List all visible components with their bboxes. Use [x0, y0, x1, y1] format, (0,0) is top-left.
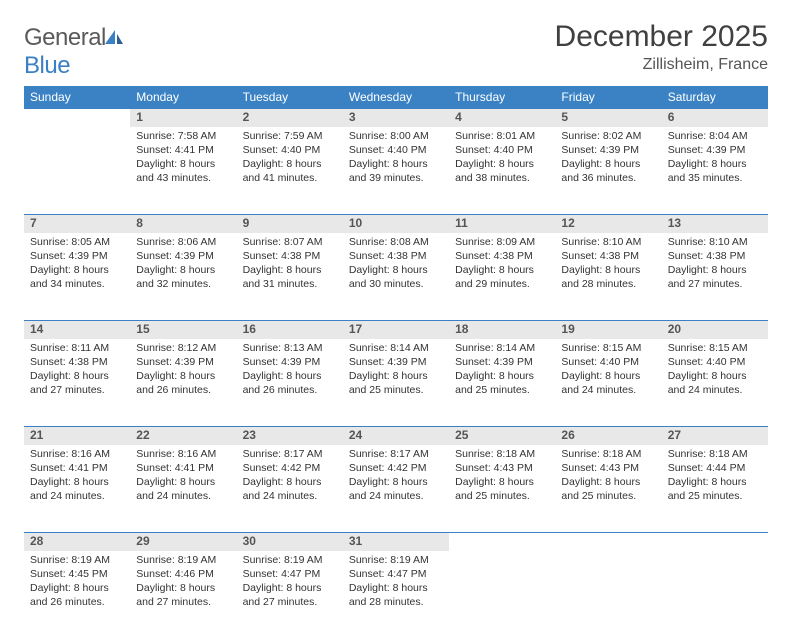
day-header: Sunday: [24, 86, 130, 109]
day-detail-cell: Sunrise: 8:14 AMSunset: 4:39 PMDaylight:…: [343, 339, 449, 427]
day-number-cell: [555, 533, 661, 551]
day-number-cell: 25: [449, 427, 555, 445]
daynum-row: 123456: [24, 109, 768, 127]
day-number-cell: 9: [237, 215, 343, 233]
day-number-cell: 3: [343, 109, 449, 127]
day-number-cell: 15: [130, 321, 236, 339]
day-detail-cell: Sunrise: 8:02 AMSunset: 4:39 PMDaylight:…: [555, 127, 661, 215]
day-detail-cell: Sunrise: 8:09 AMSunset: 4:38 PMDaylight:…: [449, 233, 555, 321]
day-header: Friday: [555, 86, 661, 109]
day-detail-cell: [449, 551, 555, 639]
logo-sail-icon: [104, 24, 124, 52]
day-header: Thursday: [449, 86, 555, 109]
day-number-cell: 28: [24, 533, 130, 551]
daynum-row: 28293031: [24, 533, 768, 551]
daynum-row: 21222324252627: [24, 427, 768, 445]
day-detail-cell: Sunrise: 8:19 AMSunset: 4:47 PMDaylight:…: [237, 551, 343, 639]
day-number-cell: 12: [555, 215, 661, 233]
day-detail-cell: Sunrise: 8:00 AMSunset: 4:40 PMDaylight:…: [343, 127, 449, 215]
day-number-cell: 13: [662, 215, 768, 233]
day-detail-cell: Sunrise: 8:06 AMSunset: 4:39 PMDaylight:…: [130, 233, 236, 321]
day-detail-cell: Sunrise: 8:19 AMSunset: 4:45 PMDaylight:…: [24, 551, 130, 639]
location: Zillisheim, France: [555, 56, 768, 74]
day-detail-cell: Sunrise: 7:58 AMSunset: 4:41 PMDaylight:…: [130, 127, 236, 215]
day-number-cell: [662, 533, 768, 551]
day-detail-cell: Sunrise: 8:15 AMSunset: 4:40 PMDaylight:…: [662, 339, 768, 427]
detail-row: Sunrise: 7:58 AMSunset: 4:41 PMDaylight:…: [24, 127, 768, 215]
day-number-cell: 19: [555, 321, 661, 339]
day-number-cell: 8: [130, 215, 236, 233]
daynum-row: 78910111213: [24, 215, 768, 233]
detail-row: Sunrise: 8:05 AMSunset: 4:39 PMDaylight:…: [24, 233, 768, 321]
day-number-cell: 1: [130, 109, 236, 127]
detail-row: Sunrise: 8:11 AMSunset: 4:38 PMDaylight:…: [24, 339, 768, 427]
day-detail-cell: Sunrise: 8:18 AMSunset: 4:43 PMDaylight:…: [555, 445, 661, 533]
day-number-cell: 14: [24, 321, 130, 339]
day-number-cell: 23: [237, 427, 343, 445]
day-detail-cell: Sunrise: 7:59 AMSunset: 4:40 PMDaylight:…: [237, 127, 343, 215]
day-number-cell: 11: [449, 215, 555, 233]
day-detail-cell: Sunrise: 8:16 AMSunset: 4:41 PMDaylight:…: [130, 445, 236, 533]
day-detail-cell: [24, 127, 130, 215]
day-detail-cell: Sunrise: 8:16 AMSunset: 4:41 PMDaylight:…: [24, 445, 130, 533]
day-detail-cell: Sunrise: 8:18 AMSunset: 4:43 PMDaylight:…: [449, 445, 555, 533]
day-number-cell: 27: [662, 427, 768, 445]
day-detail-cell: Sunrise: 8:19 AMSunset: 4:47 PMDaylight:…: [343, 551, 449, 639]
day-header-row: SundayMondayTuesdayWednesdayThursdayFrid…: [24, 86, 768, 109]
day-number-cell: 18: [449, 321, 555, 339]
day-number-cell: 16: [237, 321, 343, 339]
logo-text-blue: Blue: [24, 52, 70, 79]
day-number-cell: 22: [130, 427, 236, 445]
day-number-cell: [449, 533, 555, 551]
day-number-cell: 24: [343, 427, 449, 445]
day-detail-cell: [555, 551, 661, 639]
header: GeneralBlue December 2025 Zillisheim, Fr…: [24, 20, 768, 80]
day-detail-cell: [662, 551, 768, 639]
day-header: Saturday: [662, 86, 768, 109]
day-number-cell: 20: [662, 321, 768, 339]
day-number-cell: 29: [130, 533, 236, 551]
day-header: Wednesday: [343, 86, 449, 109]
day-detail-cell: Sunrise: 8:19 AMSunset: 4:46 PMDaylight:…: [130, 551, 236, 639]
day-detail-cell: Sunrise: 8:18 AMSunset: 4:44 PMDaylight:…: [662, 445, 768, 533]
day-number-cell: 31: [343, 533, 449, 551]
day-detail-cell: Sunrise: 8:13 AMSunset: 4:39 PMDaylight:…: [237, 339, 343, 427]
day-number-cell: 6: [662, 109, 768, 127]
day-detail-cell: Sunrise: 8:04 AMSunset: 4:39 PMDaylight:…: [662, 127, 768, 215]
day-number-cell: 30: [237, 533, 343, 551]
calendar-body: 123456Sunrise: 7:58 AMSunset: 4:41 PMDay…: [24, 109, 768, 639]
day-detail-cell: Sunrise: 8:14 AMSunset: 4:39 PMDaylight:…: [449, 339, 555, 427]
calendar-table: SundayMondayTuesdayWednesdayThursdayFrid…: [24, 86, 768, 639]
day-detail-cell: Sunrise: 8:07 AMSunset: 4:38 PMDaylight:…: [237, 233, 343, 321]
day-number-cell: 10: [343, 215, 449, 233]
day-detail-cell: Sunrise: 8:10 AMSunset: 4:38 PMDaylight:…: [555, 233, 661, 321]
logo: GeneralBlue: [24, 20, 124, 80]
day-detail-cell: Sunrise: 8:17 AMSunset: 4:42 PMDaylight:…: [237, 445, 343, 533]
day-number-cell: 7: [24, 215, 130, 233]
detail-row: Sunrise: 8:19 AMSunset: 4:45 PMDaylight:…: [24, 551, 768, 639]
day-detail-cell: Sunrise: 8:08 AMSunset: 4:38 PMDaylight:…: [343, 233, 449, 321]
day-number-cell: 17: [343, 321, 449, 339]
logo-text-general: General: [24, 24, 106, 51]
day-number-cell: 4: [449, 109, 555, 127]
day-number-cell: 21: [24, 427, 130, 445]
day-header: Tuesday: [237, 86, 343, 109]
day-detail-cell: Sunrise: 8:05 AMSunset: 4:39 PMDaylight:…: [24, 233, 130, 321]
day-detail-cell: Sunrise: 8:17 AMSunset: 4:42 PMDaylight:…: [343, 445, 449, 533]
day-header: Monday: [130, 86, 236, 109]
day-number-cell: 26: [555, 427, 661, 445]
day-detail-cell: Sunrise: 8:15 AMSunset: 4:40 PMDaylight:…: [555, 339, 661, 427]
day-detail-cell: Sunrise: 8:12 AMSunset: 4:39 PMDaylight:…: [130, 339, 236, 427]
day-detail-cell: Sunrise: 8:01 AMSunset: 4:40 PMDaylight:…: [449, 127, 555, 215]
logo-text: GeneralBlue: [24, 24, 124, 80]
day-detail-cell: Sunrise: 8:11 AMSunset: 4:38 PMDaylight:…: [24, 339, 130, 427]
day-number-cell: 5: [555, 109, 661, 127]
daynum-row: 14151617181920: [24, 321, 768, 339]
title-block: December 2025 Zillisheim, France: [555, 20, 768, 74]
day-number-cell: 2: [237, 109, 343, 127]
day-number-cell: [24, 109, 130, 127]
detail-row: Sunrise: 8:16 AMSunset: 4:41 PMDaylight:…: [24, 445, 768, 533]
day-detail-cell: Sunrise: 8:10 AMSunset: 4:38 PMDaylight:…: [662, 233, 768, 321]
month-title: December 2025: [555, 20, 768, 54]
